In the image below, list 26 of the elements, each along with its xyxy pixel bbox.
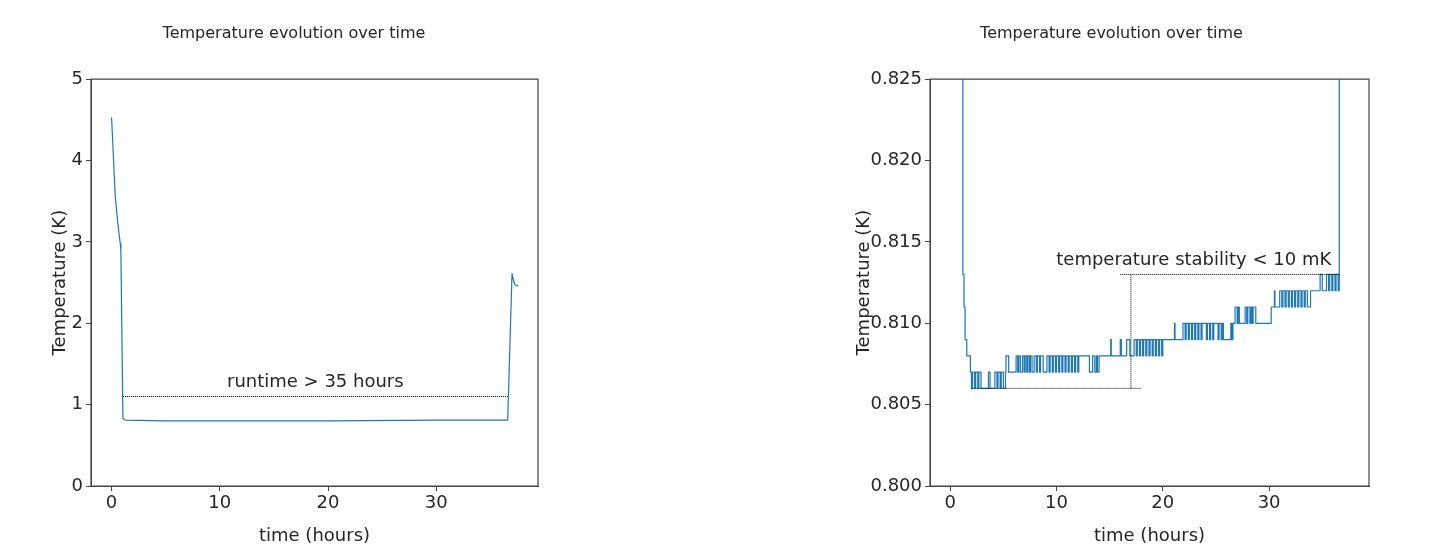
x-tick-label: 0	[944, 491, 956, 513]
annotation: runtime > 35 hours	[226, 370, 404, 392]
y-tick-label: 0.820	[870, 148, 922, 170]
chart-title: Temperature evolution over time	[979, 22, 1243, 42]
x-tick-label: 0	[105, 491, 118, 513]
y-tick-label: 2	[71, 310, 83, 332]
x-tick-label: 10	[1045, 491, 1068, 513]
y-axis-title: Temperature (K)	[48, 209, 70, 357]
y-tick-label: 0.800	[870, 473, 922, 495]
y-tick-label: 3	[71, 229, 83, 251]
y-tick-label: 0	[71, 473, 83, 495]
x-tick-label: 10	[208, 491, 232, 513]
y-tick-label: 0.805	[870, 392, 922, 414]
x-tick-label: 30	[424, 491, 448, 513]
y-tick-label: 5	[71, 66, 83, 88]
y-tick-label: 0.825	[870, 66, 922, 88]
x-tick-label: 30	[1257, 491, 1281, 513]
y-tick-label: 4	[71, 148, 83, 170]
y-tick-label: 0.810	[870, 310, 922, 332]
x-tick-label: 20	[316, 491, 340, 513]
chart-title: Temperature evolution over time	[161, 22, 426, 42]
x-axis-title: time (hours)	[258, 523, 371, 545]
y-tick-label: 1	[71, 392, 83, 414]
x-tick-label: 20	[1151, 491, 1175, 513]
annotation: temperature stability < 10 mK	[1056, 248, 1333, 270]
x-axis-title: time (hours)	[1093, 523, 1206, 545]
